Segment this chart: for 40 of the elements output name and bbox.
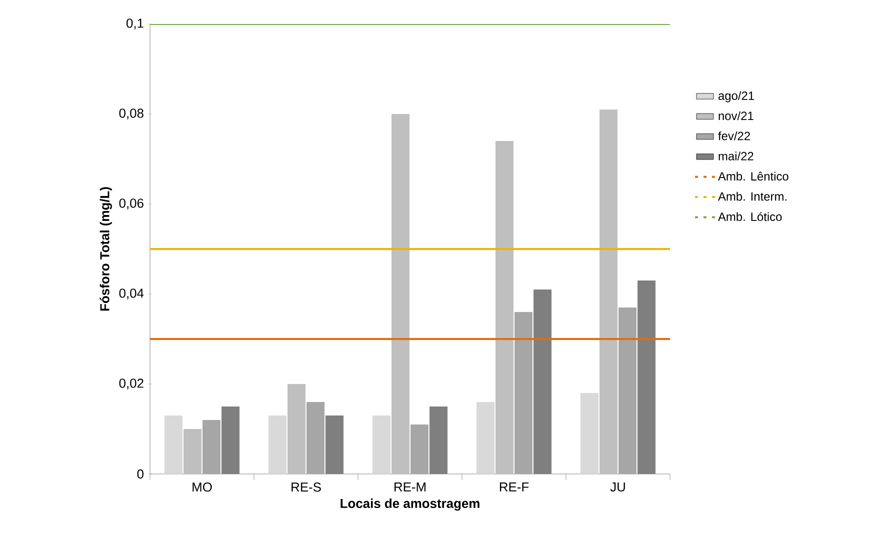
bar [410, 424, 429, 474]
bar [618, 307, 637, 474]
x-tick-label: RE-S [292, 482, 321, 492]
bar [534, 289, 552, 474]
bar [268, 415, 287, 474]
x-tick-label: JU [610, 482, 625, 492]
y-tick-label: 0,04 [119, 288, 144, 300]
bar [514, 312, 533, 474]
bar [372, 415, 391, 474]
x-axis-title: Locais de amostragem [340, 498, 480, 511]
y-tick-label: 0,08 [119, 108, 144, 120]
bar [392, 114, 410, 474]
bar [164, 415, 183, 474]
legend-label: Amb. Lêntico [718, 172, 788, 181]
legend-label: Amb. Interm. [718, 192, 786, 201]
bar [430, 406, 448, 474]
y-tick-label: 0,1 [126, 18, 144, 30]
legend-label: Amb. Lótico [718, 212, 782, 221]
x-tick-label: RE-F [500, 482, 529, 492]
bar [580, 392, 599, 474]
legend-label: nov/21 [718, 111, 754, 120]
bar [306, 402, 325, 474]
x-tick-label: RE-M [394, 482, 426, 492]
y-tick-label: 0,06 [119, 198, 144, 210]
bar [638, 280, 656, 474]
x-tick-label: MO [192, 482, 212, 492]
legend-label: fev/22 [718, 131, 750, 140]
bar [496, 140, 514, 474]
bar [202, 420, 221, 474]
y-axis-title: Fósforo Total (mg/L) [100, 187, 112, 311]
bar [222, 406, 240, 474]
y-tick-label: 0 [137, 469, 144, 479]
bar [288, 384, 306, 474]
bar [326, 415, 344, 474]
legend-label: ago/21 [718, 91, 754, 102]
bar [184, 428, 202, 474]
bar [476, 402, 495, 474]
bar [600, 109, 618, 474]
y-tick-label: 0,02 [119, 378, 144, 390]
legend-label: mai/22 [718, 152, 754, 160]
